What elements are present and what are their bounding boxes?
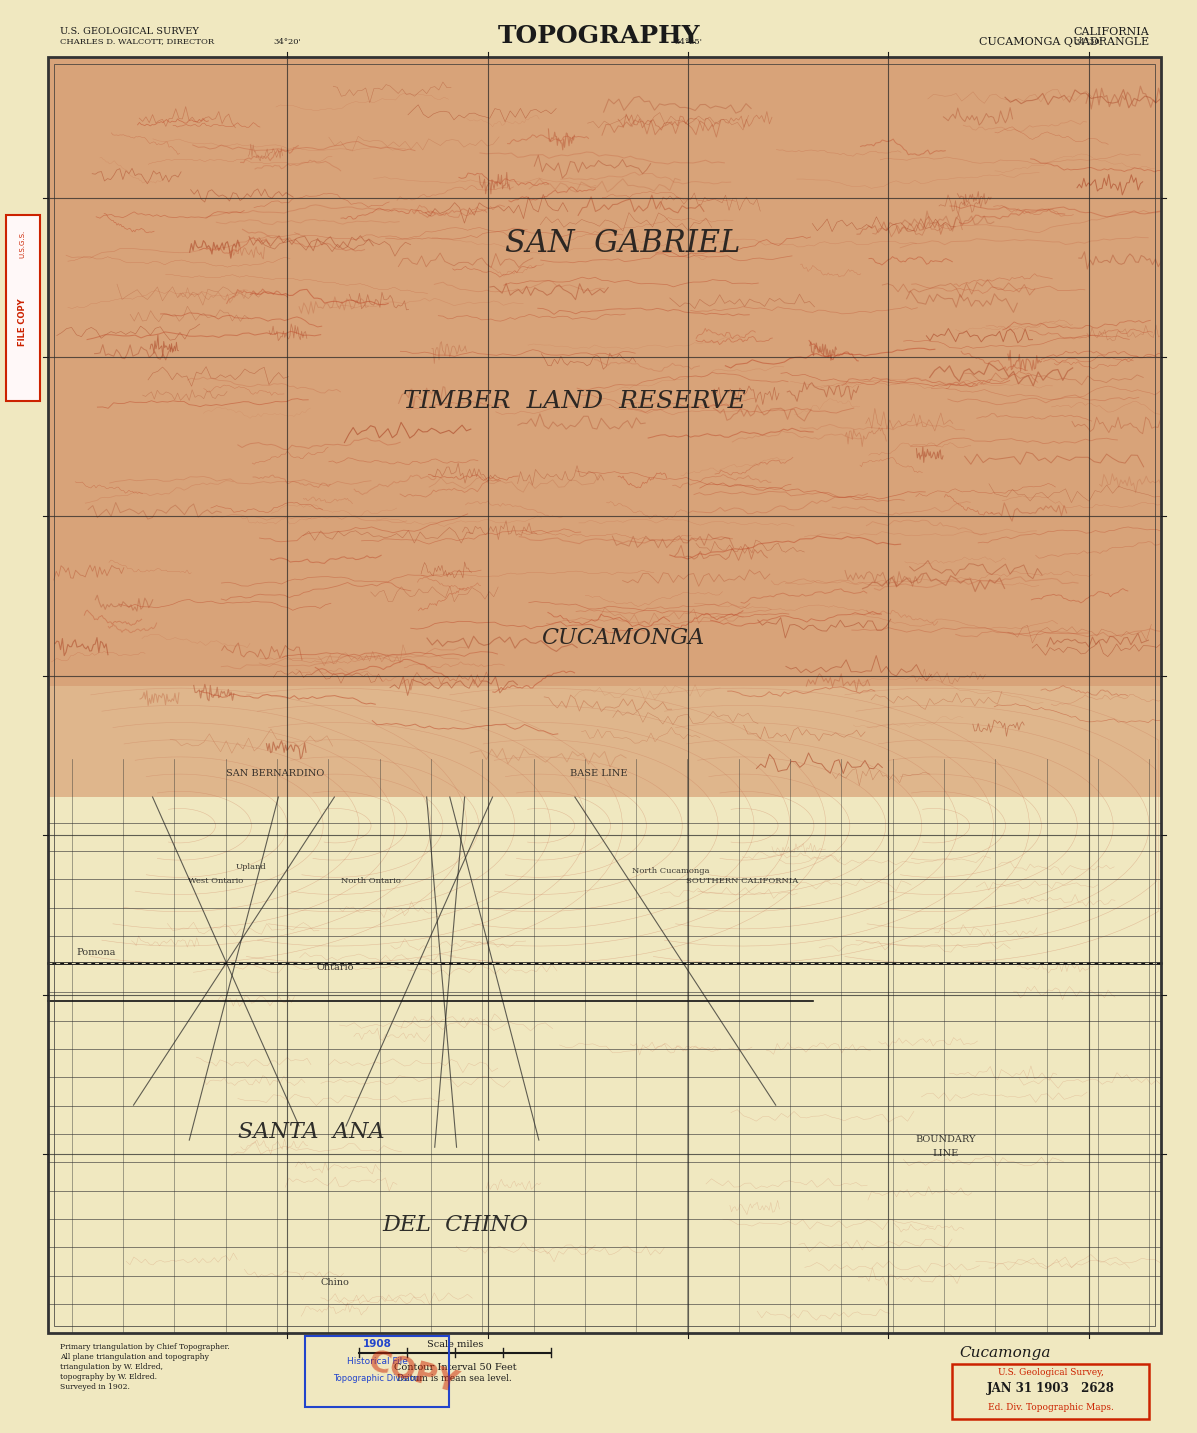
Text: Surveyed in 1902.: Surveyed in 1902. xyxy=(60,1383,129,1391)
Text: CUCAMONGA QUADRANGLE: CUCAMONGA QUADRANGLE xyxy=(979,37,1149,46)
Text: Contour Interval 50 Feet: Contour Interval 50 Feet xyxy=(394,1363,516,1371)
Text: Upland: Upland xyxy=(236,863,267,871)
Text: Cucamonga: Cucamonga xyxy=(960,1346,1051,1360)
Text: SOUTHERN CALIFORNIA: SOUTHERN CALIFORNIA xyxy=(686,877,798,886)
Text: West Ontario: West Ontario xyxy=(188,877,243,886)
Text: JAN 31 1903   2628: JAN 31 1903 2628 xyxy=(988,1381,1114,1396)
Text: TOPOGRAPHY: TOPOGRAPHY xyxy=(497,24,700,47)
Text: topography by W. Eldred.: topography by W. Eldred. xyxy=(60,1373,157,1381)
Text: SAN  GABRIEL: SAN GABRIEL xyxy=(505,228,740,259)
Text: 34°30': 34°30' xyxy=(1075,37,1102,46)
Text: CUCAMONGA: CUCAMONGA xyxy=(541,626,704,649)
Text: Topographic Division: Topographic Division xyxy=(334,1374,420,1383)
Text: TIMBER  LAND  RESERVE: TIMBER LAND RESERVE xyxy=(403,390,746,413)
Bar xyxy=(54,64,1155,1326)
Text: BOUNDARY: BOUNDARY xyxy=(916,1135,976,1144)
Text: CALIFORNIA: CALIFORNIA xyxy=(1074,27,1149,36)
Text: SANTA  ANA: SANTA ANA xyxy=(238,1121,384,1144)
Text: Datum is mean sea level.: Datum is mean sea level. xyxy=(397,1374,512,1383)
Text: North Cucamonga: North Cucamonga xyxy=(632,867,709,876)
Text: Ed. Div. Topographic Maps.: Ed. Div. Topographic Maps. xyxy=(988,1403,1114,1412)
Text: CHARLES D. WALCOTT, DIRECTOR: CHARLES D. WALCOTT, DIRECTOR xyxy=(60,37,214,46)
Bar xyxy=(48,57,1161,797)
Bar xyxy=(48,57,1161,686)
Text: BASE LINE: BASE LINE xyxy=(570,770,627,778)
Text: Ontario: Ontario xyxy=(316,963,354,972)
Text: Scale miles: Scale miles xyxy=(426,1340,484,1348)
Text: North Ontario: North Ontario xyxy=(341,877,401,886)
Text: Primary triangulation by Chief Topographer.: Primary triangulation by Chief Topograph… xyxy=(60,1343,230,1351)
Text: LINE: LINE xyxy=(932,1149,959,1158)
Text: FILE COPY: FILE COPY xyxy=(18,298,28,347)
Text: 34°25': 34°25' xyxy=(674,37,701,46)
Bar xyxy=(48,57,1161,1333)
Text: All plane triangulation and topography: All plane triangulation and topography xyxy=(60,1353,208,1361)
FancyBboxPatch shape xyxy=(6,215,40,401)
Text: 34°20': 34°20' xyxy=(273,37,302,46)
Text: U.S.G.S.: U.S.G.S. xyxy=(19,229,26,258)
Text: DEL  CHINO: DEL CHINO xyxy=(382,1214,528,1237)
Text: COPY: COPY xyxy=(365,1347,461,1399)
Text: U.S. Geological Survey,: U.S. Geological Survey, xyxy=(998,1369,1104,1377)
Text: SAN BERNARDINO: SAN BERNARDINO xyxy=(226,770,324,778)
Text: Chino: Chino xyxy=(321,1278,350,1287)
Text: Historical File: Historical File xyxy=(347,1357,407,1366)
Text: U.S. GEOLOGICAL SURVEY: U.S. GEOLOGICAL SURVEY xyxy=(60,27,199,36)
Text: triangulation by W. Eldred,: triangulation by W. Eldred, xyxy=(60,1363,163,1371)
Text: Pomona: Pomona xyxy=(77,949,115,957)
Text: 1908: 1908 xyxy=(363,1340,391,1348)
